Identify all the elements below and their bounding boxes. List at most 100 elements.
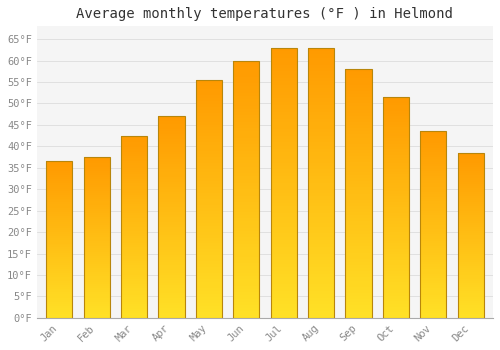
Bar [84,157,110,159]
Bar [196,234,222,238]
Bar [308,166,334,169]
Bar [308,146,334,149]
Bar [84,175,110,177]
Bar [270,48,296,51]
Bar [121,197,147,199]
Bar [458,219,483,221]
Bar [121,199,147,202]
Bar [308,301,334,304]
Bar [158,313,184,315]
Bar [346,240,372,243]
Bar [233,286,260,289]
Bar [270,244,296,247]
Bar [196,196,222,199]
Bar [458,248,483,250]
Bar [382,274,409,276]
Bar [270,315,296,318]
Bar [158,315,184,318]
Bar [346,110,372,113]
Bar [196,86,222,89]
Bar [46,241,72,244]
Bar [270,260,296,264]
Bar [346,278,372,281]
Bar [458,177,483,180]
Bar [121,181,147,183]
Bar [84,286,110,288]
Bar [270,217,296,220]
Bar [121,233,147,236]
Bar [121,243,147,245]
Bar [46,259,72,261]
Bar [158,237,184,240]
Bar [308,71,334,75]
Bar [233,266,260,270]
Bar [420,239,446,241]
Bar [233,74,260,77]
Bar [382,100,409,103]
Bar [458,272,483,274]
Bar [270,142,296,146]
Bar [121,218,147,220]
Bar [196,291,222,294]
Bar [270,311,296,315]
Bar [84,274,110,276]
Bar [420,227,446,229]
Bar [270,112,296,115]
Bar [382,282,409,285]
Bar [458,235,483,237]
Bar [121,152,147,154]
Bar [382,249,409,252]
Bar [233,212,260,215]
Bar [458,184,483,186]
Bar [158,164,184,167]
Bar [233,282,260,286]
Bar [121,183,147,186]
Bar [158,232,184,235]
Bar [270,264,296,267]
Bar [308,210,334,213]
Bar [308,257,334,260]
Bar [196,151,222,154]
Bar [158,215,184,217]
Bar [458,291,483,293]
Bar [233,93,260,96]
Bar [458,241,483,244]
Bar [308,98,334,102]
Bar [458,312,483,314]
Bar [158,270,184,273]
Bar [420,159,446,162]
Bar [121,250,147,252]
Bar [270,58,296,61]
Bar [308,183,334,186]
Bar [121,261,147,263]
Bar [196,121,222,125]
Bar [84,183,110,185]
Bar [420,253,446,255]
Bar [84,261,110,264]
Bar [233,299,260,302]
Bar [46,171,72,173]
Bar [158,225,184,227]
Bar [233,312,260,315]
Bar [270,51,296,55]
Bar [121,165,147,168]
Bar [158,189,184,192]
Bar [121,147,147,149]
Bar [382,243,409,246]
Bar [270,183,296,186]
Bar [46,316,72,318]
Bar [46,228,72,230]
Bar [196,95,222,98]
Bar [84,233,110,236]
Bar [382,111,409,114]
Bar [121,215,147,218]
Bar [84,272,110,274]
Bar [346,293,372,296]
Bar [233,112,260,115]
Bar [84,237,110,239]
Bar [121,227,147,229]
Bar [420,313,446,316]
Bar [382,262,409,265]
Bar [196,240,222,244]
Bar [84,314,110,316]
